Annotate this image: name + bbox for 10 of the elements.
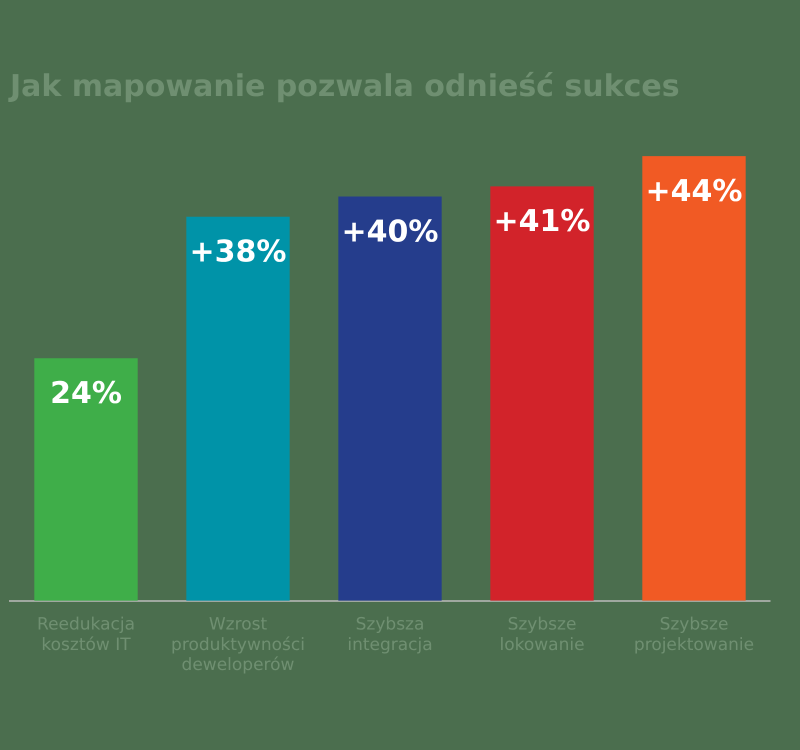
data-label: +41% [494, 204, 590, 240]
bar [186, 216, 290, 601]
data-label: 24% [50, 376, 122, 412]
bar [338, 196, 442, 601]
data-label: +40% [342, 214, 438, 250]
bar [490, 186, 594, 601]
data-label: +38% [190, 234, 286, 270]
data-label: +44% [646, 174, 742, 209]
bar [642, 156, 746, 601]
bar [34, 358, 138, 601]
